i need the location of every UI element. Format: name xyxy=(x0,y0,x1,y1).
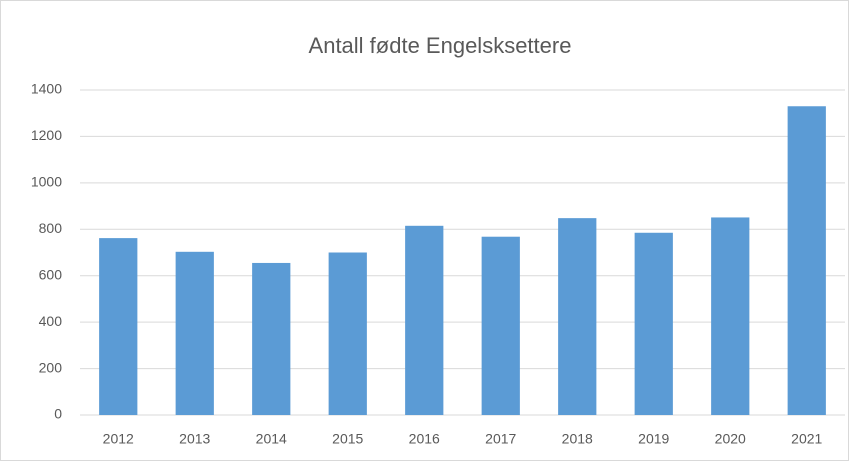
bar xyxy=(405,225,444,415)
bar xyxy=(175,251,214,415)
x-tick-label: 2012 xyxy=(103,431,134,447)
bar xyxy=(99,238,138,415)
bar xyxy=(481,236,520,415)
bar xyxy=(787,106,826,415)
x-tick-label: 2015 xyxy=(332,431,363,447)
x-tick-label: 2016 xyxy=(409,431,440,447)
bar xyxy=(711,217,750,415)
y-tick-label: 400 xyxy=(39,313,63,329)
y-tick-label: 1400 xyxy=(31,81,62,97)
x-tick-label: 2013 xyxy=(179,431,210,447)
y-tick-label: 200 xyxy=(39,359,63,375)
x-tick-label: 2021 xyxy=(791,431,822,447)
x-tick-label: 2014 xyxy=(256,431,287,447)
y-tick-label: 600 xyxy=(39,266,63,282)
chart-title: Antall fødte Engelsksettere xyxy=(309,33,572,58)
y-tick-label: 1200 xyxy=(31,127,62,143)
bar xyxy=(328,252,367,415)
x-tick-label: 2019 xyxy=(638,431,669,447)
y-tick-label: 800 xyxy=(39,220,63,236)
bar xyxy=(252,262,291,415)
x-tick-label: 2018 xyxy=(562,431,593,447)
y-tick-label: 0 xyxy=(54,406,62,422)
bar xyxy=(634,232,673,415)
bar xyxy=(558,218,597,415)
y-tick-label: 1000 xyxy=(31,174,62,190)
x-tick-label: 2020 xyxy=(715,431,746,447)
x-tick-label: 2017 xyxy=(485,431,516,447)
